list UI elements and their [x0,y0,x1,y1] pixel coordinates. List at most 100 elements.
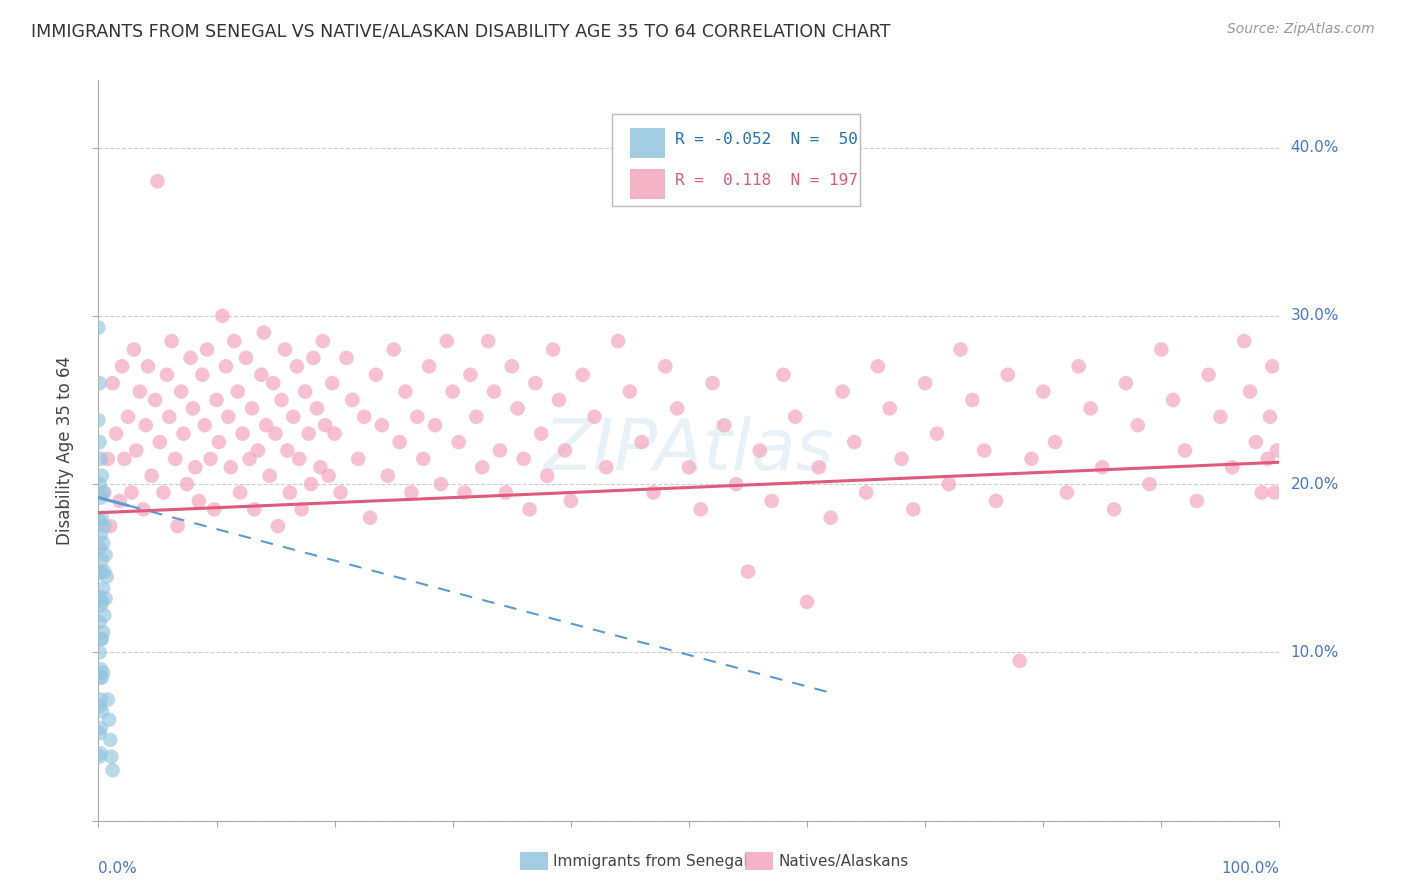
Point [243,502,266,516]
Point [136,359,159,374]
Point [725,477,748,491]
Point [1032,384,1054,399]
Point [1239,384,1261,399]
Point [1233,334,1256,348]
Text: 30.0%: 30.0% [1291,309,1339,323]
Point [240,401,263,416]
Point [89,645,111,659]
Point [226,384,249,399]
Point [146,174,169,188]
Point [748,443,770,458]
Point [903,502,925,516]
Point [314,418,336,433]
Point [519,502,541,516]
Point [855,485,877,500]
Point [1174,443,1197,458]
Point [160,334,183,348]
Point [831,384,853,399]
Point [93,565,115,579]
Point [181,401,204,416]
Text: IMMIGRANTS FROM SENEGAL VS NATIVE/ALASKAN DISABILITY AGE 35 TO 64 CORRELATION CH: IMMIGRANTS FROM SENEGAL VS NATIVE/ALASKA… [31,22,890,40]
Point [335,351,357,365]
Point [250,368,273,382]
Text: 100.0%: 100.0% [1222,862,1279,876]
Point [290,502,312,516]
Point [94,548,117,562]
Point [121,485,143,500]
Point [91,671,114,685]
Point [702,376,724,391]
Point [254,418,277,433]
Point [90,565,112,579]
Y-axis label: Disability Age 35 to 64: Disability Age 35 to 64 [56,356,75,545]
Point [91,704,114,718]
Text: 0.0%: 0.0% [98,862,138,876]
Point [165,451,187,466]
Point [737,565,759,579]
Point [359,510,381,524]
Point [90,451,112,466]
Point [595,460,617,475]
Point [100,749,122,764]
Point [98,519,121,533]
Point [172,426,194,441]
Point [91,553,114,567]
Point [91,485,114,500]
Point [224,334,246,348]
Point [436,334,458,348]
Point [430,477,453,491]
Point [1209,409,1232,424]
Point [973,443,995,458]
Point [482,384,505,399]
Point [536,468,558,483]
Point [187,494,209,508]
Point [195,343,218,357]
Point [925,426,948,441]
Point [156,368,179,382]
Point [112,451,135,466]
Point [323,426,346,441]
Text: R =  0.118  N = 197: R = 0.118 N = 197 [675,173,858,187]
Point [1185,494,1208,508]
Point [388,435,411,450]
Point [347,451,370,466]
Point [217,409,239,424]
Point [997,368,1019,382]
Point [495,485,517,500]
Point [309,460,332,475]
Point [141,468,163,483]
Point [654,359,676,374]
Point [215,359,238,374]
Point [1257,451,1279,466]
Point [262,376,284,391]
Point [91,536,114,550]
Point [288,451,311,466]
Point [91,510,114,524]
Point [97,451,120,466]
Point [506,401,529,416]
Point [274,343,297,357]
Point [87,320,110,334]
Point [524,376,547,391]
Point [890,451,912,466]
Point [90,692,112,706]
Point [312,334,335,348]
Point [1115,376,1137,391]
Point [949,343,972,357]
Point [1244,435,1267,450]
Point [90,662,112,676]
Point [530,426,553,441]
Point [89,590,111,604]
Point [111,359,134,374]
Point [135,418,157,433]
Text: 10.0%: 10.0% [1291,645,1339,660]
Point [180,351,202,365]
Point [229,485,252,500]
Point [89,615,111,629]
Point [91,595,114,609]
Point [270,392,292,407]
Point [678,460,700,475]
Point [666,401,689,416]
Text: ZIPAtlas: ZIPAtlas [544,416,834,485]
Point [761,494,783,508]
